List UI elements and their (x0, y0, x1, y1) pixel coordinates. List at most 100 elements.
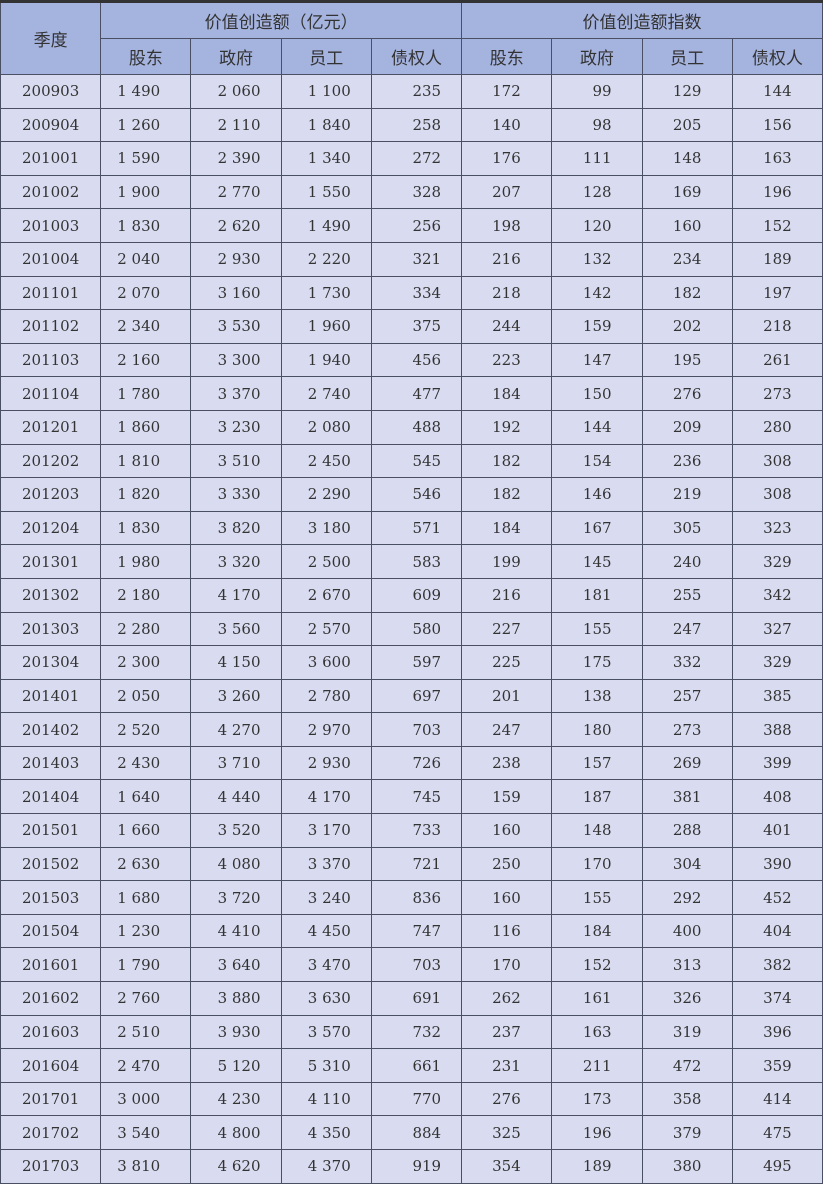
value-cell: 2 110 (190, 107, 282, 143)
table-row: 201503 1 680 3 720 3 240 836 160 155 292 452 (0, 880, 823, 915)
value-cell: 269 (641, 745, 733, 781)
table-row: 201502 2 630 4 080 3 370 721 250 170 304 390 (0, 846, 823, 882)
column-header: 员工 (641, 38, 733, 75)
table-row: 201701 3 000 4 230 4 110 770 276 173 358 414 (0, 1081, 823, 1117)
value-cell: 571 (370, 510, 463, 546)
value-cell: 250 (461, 846, 553, 882)
value-cell: 1 590 (100, 141, 192, 176)
value-cell: 196 (551, 1115, 643, 1150)
value-cell: 216 (461, 577, 553, 613)
value-cell: 2 300 (100, 645, 192, 680)
value-cell: 1 640 (100, 779, 192, 815)
value-cell: 329 (731, 645, 823, 680)
value-cell: 472 (641, 1048, 733, 1083)
value-cell: 159 (461, 779, 553, 815)
value-cell: 159 (551, 309, 643, 344)
value-cell: 358 (641, 1081, 733, 1117)
value-cell: 583 (370, 544, 463, 579)
value-cell: 703 (370, 712, 463, 747)
value-cell: 98 (551, 107, 643, 143)
value-cell: 5 120 (190, 1048, 282, 1083)
season-cell: 201203 (0, 477, 102, 512)
value-cell: 404 (731, 913, 823, 949)
value-cell: 205 (641, 107, 733, 143)
value-cell: 488 (370, 409, 463, 445)
table-body: 200903 1 490 2 060 1 100 235 172 99 129 144 20090… (0, 74, 823, 1184)
value-cell: 288 (641, 813, 733, 848)
value-cell: 546 (370, 477, 463, 512)
value-cell: 2 290 (280, 477, 372, 512)
value-cell: 3 510 (190, 443, 282, 479)
value-cell: 733 (370, 813, 463, 848)
value-cell: 3 540 (100, 1115, 192, 1150)
value-cell: 609 (370, 577, 463, 613)
value-cell: 219 (641, 477, 733, 512)
value-cell: 184 (461, 510, 553, 546)
value-cell: 2 760 (100, 981, 192, 1016)
value-cell: 148 (551, 813, 643, 848)
value-cell: 273 (731, 376, 823, 411)
table-row: 200904 1 260 2 110 1 840 258 140 98 205 156 (0, 107, 823, 143)
header-row-2: 股东 政府 员工 债权人 股东 政府 员工 债权人 (1, 38, 823, 75)
value-cell: 3 260 (190, 678, 282, 714)
table-row: 201601 1 790 3 640 3 470 703 170 152 313 382 (0, 947, 823, 983)
value-cell: 3 330 (190, 477, 282, 512)
season-cell: 201304 (0, 645, 102, 680)
value-cell: 154 (551, 443, 643, 479)
value-cell: 3 520 (190, 813, 282, 848)
value-cell: 3 570 (280, 1014, 372, 1050)
value-cell: 176 (461, 141, 553, 176)
table-row: 201603 2 510 3 930 3 570 732 237 163 319 396 (0, 1014, 823, 1050)
value-cell: 198 (461, 208, 553, 243)
value-cell: 142 (551, 275, 643, 311)
value-cell: 196 (731, 174, 823, 210)
value-cell: 276 (641, 376, 733, 411)
value-cell: 1 940 (280, 342, 372, 378)
value-cell: 3 160 (190, 275, 282, 311)
season-cell: 201703 (0, 1149, 102, 1184)
value-cell: 342 (731, 577, 823, 613)
value-cell: 150 (551, 376, 643, 411)
value-cell: 545 (370, 443, 463, 479)
table-row: 201104 1 780 3 370 2 740 477 184 150 276 273 (0, 376, 823, 411)
value-cell: 400 (641, 913, 733, 949)
value-cell: 359 (731, 1048, 823, 1083)
value-cell: 276 (461, 1081, 553, 1117)
value-cell: 884 (370, 1115, 463, 1150)
value-cell: 3 880 (190, 981, 282, 1016)
season-cell: 201503 (0, 880, 102, 915)
value-cell: 2 450 (280, 443, 372, 479)
value-cell: 597 (370, 645, 463, 680)
value-cell: 199 (461, 544, 553, 579)
value-cell: 770 (370, 1081, 463, 1117)
value-cell: 452 (731, 880, 823, 915)
table-row: 201602 2 760 3 880 3 630 691 262 161 326 374 (0, 981, 823, 1016)
value-cell: 182 (461, 443, 553, 479)
value-cell: 1 230 (100, 913, 192, 949)
value-cell: 321 (370, 241, 463, 277)
value-cell: 184 (551, 913, 643, 949)
value-cell: 325 (461, 1115, 553, 1150)
season-cell: 201701 (0, 1081, 102, 1117)
value-cell: 218 (731, 309, 823, 344)
value-cell: 4 350 (280, 1115, 372, 1150)
value-cell: 2 160 (100, 342, 192, 378)
value-cell: 1 550 (280, 174, 372, 210)
value-cell: 202 (641, 309, 733, 344)
value-cell: 216 (461, 241, 553, 277)
value-cell: 726 (370, 745, 463, 781)
season-cell: 201702 (0, 1115, 102, 1150)
value-cell: 161 (551, 981, 643, 1016)
table-row: 201403 2 430 3 710 2 930 726 238 157 269 399 (0, 745, 823, 781)
value-cell: 308 (731, 443, 823, 479)
column-header: 债权人 (370, 38, 463, 75)
value-cell: 327 (731, 611, 823, 647)
value-cell: 1 730 (280, 275, 372, 311)
value-cell: 5 310 (280, 1048, 372, 1083)
value-cell: 326 (641, 981, 733, 1016)
value-cell: 167 (551, 510, 643, 546)
value-cell: 2 970 (280, 712, 372, 747)
season-cell: 201104 (0, 376, 102, 411)
value-cell: 225 (461, 645, 553, 680)
table-row: 201702 3 540 4 800 4 350 884 325 196 379 475 (0, 1115, 823, 1150)
